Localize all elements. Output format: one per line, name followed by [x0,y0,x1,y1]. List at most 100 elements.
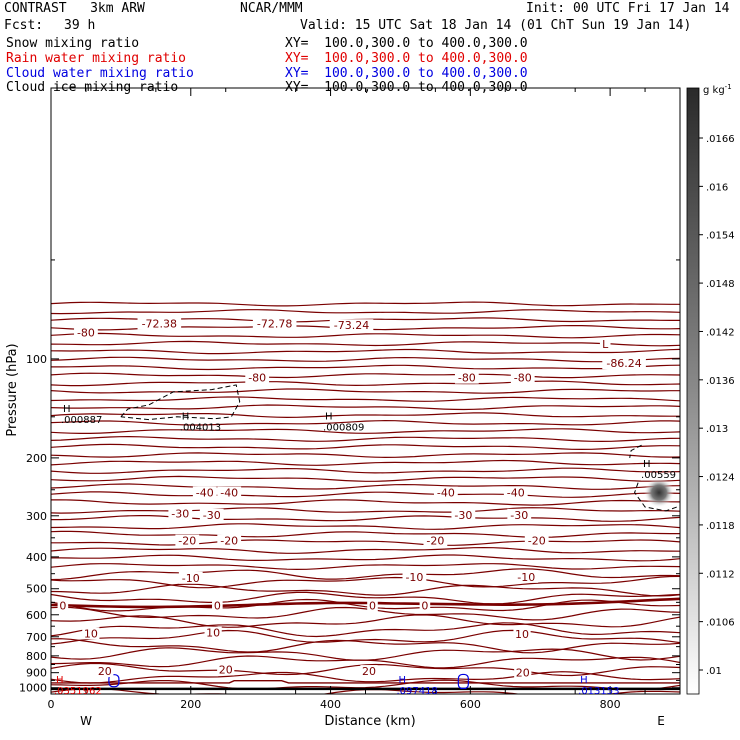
temperature-contour [51,332,680,339]
y-tick-label: 500 [26,583,47,596]
temperature-contour [51,515,680,522]
ice-mixing-contour [120,384,241,421]
temperature-contour [51,435,680,443]
contour-label: -40 [196,487,214,500]
contour-label: -40 [437,487,455,500]
colorbar-tick-label: .013 [706,424,728,435]
field-xy-cloud-water: XY= 100.0,300.0 to 400.0,300.0 [285,66,528,81]
extremum-value: .013153 [578,686,619,697]
temperature-contour [51,491,680,498]
colorbar-tick-label: .0118 [706,521,735,532]
temperature-contour [51,475,680,482]
temperature-contour [51,364,680,371]
extremum-marker: H [325,412,333,423]
colorbar-tick-label: .0124 [706,473,735,484]
colorbar-tick-label: .0148 [706,279,735,290]
x-tick-label: 600 [460,698,481,711]
y-tick-label: 800 [26,650,47,663]
x-axis-title: Distance (km) [324,714,415,729]
colorbar-tick-label: .0106 [706,618,735,629]
extremum-marker: H [63,404,71,415]
extremum-value: .000809 [323,423,364,434]
extremum-value: .097418 [396,686,437,697]
contour-label: -80 [77,326,95,339]
y-tick-label: 200 [26,452,47,465]
temperature-contour [51,388,680,394]
colorbar [686,87,700,695]
contour-label: -10 [405,571,423,584]
temperature-contour [51,412,680,419]
x-tick-label: 400 [320,698,341,711]
y-tick-label: 600 [26,609,47,622]
temperature-contour [51,583,680,597]
ice-mixing-contour [634,482,680,512]
extremum-marker: H [398,675,406,686]
extremum-value: .00559 [641,470,676,481]
snow-maximum-shading [644,477,675,508]
temperature-contour [51,499,680,506]
temperature-contour [51,662,680,677]
contour-label: -80 [458,372,476,385]
contour-label: -30 [171,507,189,520]
temperature-contour [51,622,680,638]
temperature-contour [51,530,680,538]
contour-label: -80 [248,372,266,385]
temperature-contour [51,340,680,347]
x-tick-label: 0 [48,698,55,711]
contour-label: -80 [514,372,532,385]
contour-label: 0 [214,600,221,613]
init-time: Init: 00 UTC Fri 17 Jan 14 [526,1,730,16]
contour-label: -40 [507,487,525,500]
temperature-contour [51,575,680,589]
temperature-contour [51,523,680,530]
colorbar-tick-label: .01 [706,666,722,677]
colorbar-tick-label: .0166 [706,134,735,145]
x-end-label-west: W [80,714,92,728]
colorbar-unit: g kg-1 [703,83,732,96]
contour-label: -73.24 [334,319,369,332]
temperature-contour [51,638,680,654]
colorbar-tick-label: .016 [706,182,728,193]
contour-label: 0 [369,600,376,613]
contour-label: 20 [219,663,233,676]
y-axis-title: Pressure (hPa) [5,343,20,436]
temperature-contour [51,428,680,434]
organization: NCAR/MMM [240,1,303,16]
contour-label: L [602,338,609,351]
colorbar-tick-label: .0142 [706,327,735,338]
contour-label: 10 [515,628,529,641]
contour-label: 0 [421,600,428,613]
contour-label: 20 [362,665,376,678]
temperature-contour [51,614,680,628]
y-tick-label: 700 [26,631,47,644]
temperature-contour [51,459,680,466]
temperature-contour [51,563,680,571]
temperature-contour [51,606,680,621]
contour-label: -30 [203,509,221,522]
contour-label: -20 [178,535,196,548]
valid-time: Valid: 15 UTC Sat 18 Jan 14 (01 ChT Sun … [300,18,692,33]
temperature-contour [51,546,680,554]
extremum-value: .004013 [180,423,221,434]
extremum-marker: H [580,675,588,686]
cloud-water-contour [457,673,469,690]
temperature-contour [51,655,680,669]
field-name-rain: Rain water mixing ratio [6,51,187,66]
y-tick-label: 100 [26,353,47,366]
contour-label: -20 [220,535,238,548]
temperature-contour [51,629,680,645]
field-name-cloud-water: Cloud water mixing ratio [6,66,194,81]
temperature-contour [51,568,680,581]
contour-label: -10 [517,571,535,584]
colorbar-tick-label: .0154 [706,231,735,242]
contour-label: -10 [182,572,200,585]
x-end-label-east: E [657,714,665,728]
contour-label: -86.24 [606,357,641,370]
temperature-contour [51,554,680,562]
contour-label: -20 [426,535,444,548]
temperature-contour [51,301,680,307]
extremum-value: .000887 [61,415,102,426]
contour-label: 20 [98,665,112,678]
forecast-label: Fcst: [4,18,44,33]
temperature-contour [51,679,680,691]
